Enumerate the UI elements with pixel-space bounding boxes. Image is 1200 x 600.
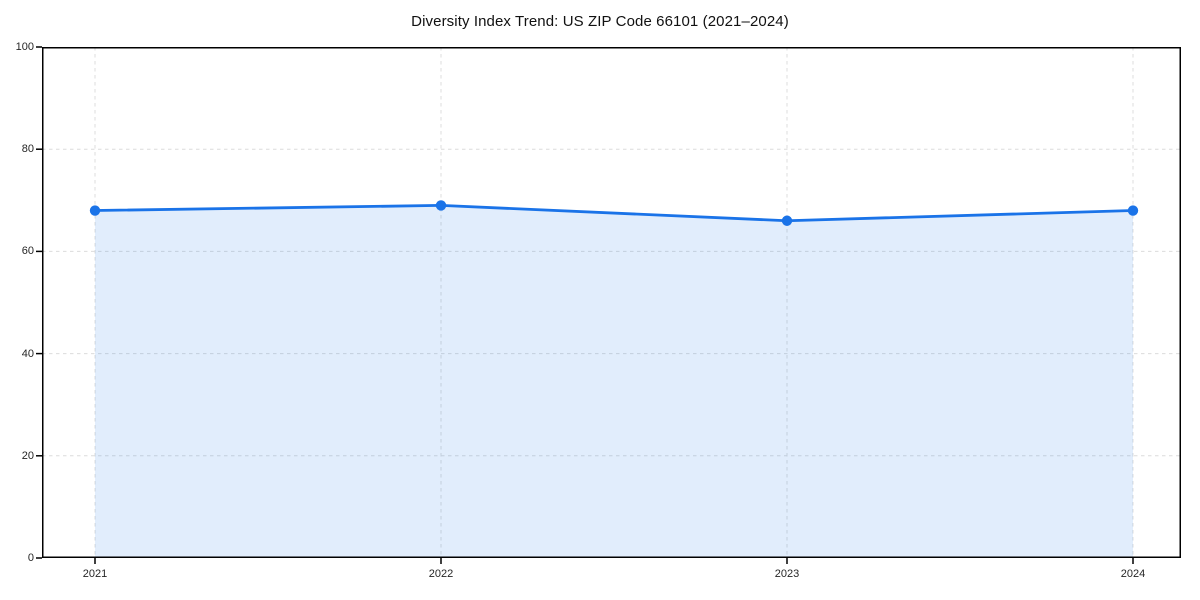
plot-border bbox=[42, 47, 1181, 558]
x-tick-label: 2023 bbox=[774, 568, 800, 580]
x-tick-label: 2024 bbox=[1120, 568, 1146, 580]
y-tick-label: 80 bbox=[21, 143, 34, 156]
x-tick-label: 2022 bbox=[428, 568, 454, 580]
chart-title: Diversity Index Trend: US ZIP Code 66101… bbox=[411, 13, 789, 30]
y-tick-label: 60 bbox=[21, 245, 34, 258]
area-fill bbox=[95, 205, 1133, 558]
line-series bbox=[93, 204, 1135, 223]
data-point bbox=[1127, 205, 1139, 216]
y-tick-label: 40 bbox=[21, 347, 34, 360]
x-tick-label: 2021 bbox=[82, 568, 108, 580]
data-point bbox=[89, 205, 101, 216]
plot-area bbox=[36, 46, 1181, 564]
y-tick-label: 100 bbox=[15, 41, 34, 53]
y-tick-label: 20 bbox=[21, 449, 34, 462]
data-point bbox=[781, 215, 793, 226]
y-tick-label: 0 bbox=[27, 552, 34, 564]
data-point bbox=[435, 200, 447, 211]
plot-canvas bbox=[36, 46, 1181, 564]
